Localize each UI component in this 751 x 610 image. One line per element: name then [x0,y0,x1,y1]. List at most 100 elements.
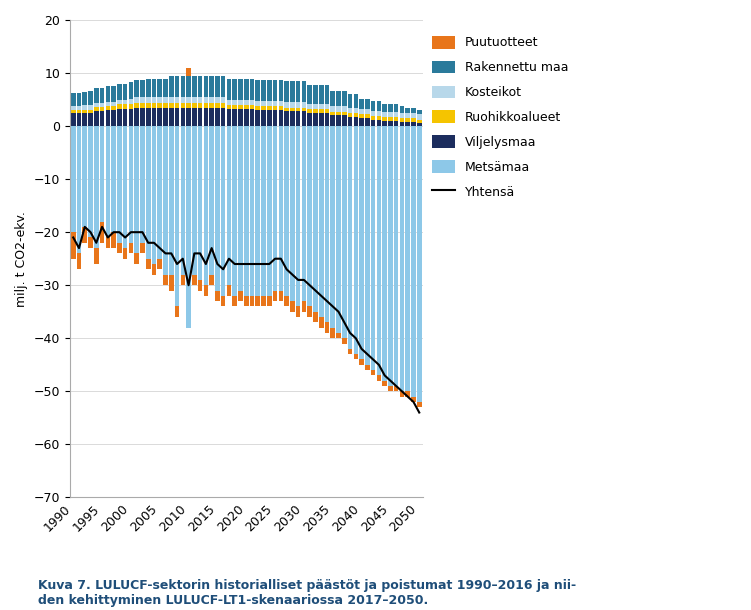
Bar [354,117,358,126]
Bar [261,101,266,107]
Bar [290,102,294,107]
Bar [388,126,393,386]
Bar [88,126,93,237]
Bar [192,126,197,274]
Bar [117,109,122,126]
Bar [175,102,179,107]
Bar [134,126,139,253]
Text: Kuva 7. LULUCF-sektorin historialliset päästöt ja poistumat 1990–2016 ja nii-
de: Kuva 7. LULUCF-sektorin historialliset p… [38,579,576,607]
Bar [417,120,421,123]
Bar [330,328,335,339]
Bar [249,106,255,109]
Bar [296,102,300,107]
Bar [169,126,173,274]
Bar [221,76,225,98]
Bar [198,107,203,126]
Bar [77,126,81,253]
Bar [359,98,364,109]
Bar [406,126,410,392]
Bar [83,110,87,113]
Bar [394,104,399,112]
Bar [244,126,249,296]
Bar [128,104,133,109]
Bar [111,110,116,126]
Bar [88,110,93,113]
Bar [169,76,173,98]
Legend: Puutuotteet, Rakennettu maa, Kosteikot, Ruohikkoalueet, Viljelysmaa, Metsämaa, Y: Puutuotteet, Rakennettu maa, Kosteikot, … [433,36,569,199]
Bar [204,76,208,98]
Bar [232,100,237,106]
Bar [215,102,220,107]
Bar [388,112,393,117]
Bar [210,76,214,98]
Bar [417,126,421,402]
Bar [400,392,404,396]
Bar [261,107,266,110]
Bar [123,100,128,104]
Bar [359,115,364,118]
Bar [394,121,399,126]
Bar [210,107,214,126]
Bar [279,126,283,290]
Bar [94,88,98,102]
Bar [100,126,104,221]
Bar [412,113,416,118]
Bar [376,126,382,375]
Bar [94,111,98,126]
Bar [261,110,266,126]
Bar [267,80,272,101]
Bar [279,110,283,126]
Bar [175,98,179,102]
Bar [342,107,347,112]
Bar [180,107,185,126]
Bar [123,126,128,248]
Bar [158,102,162,107]
Bar [140,98,145,102]
Bar [210,98,214,102]
Bar [400,126,404,392]
Bar [249,296,255,306]
Bar [152,98,156,102]
Bar [128,82,133,99]
Bar [238,290,243,301]
Bar [354,95,358,107]
Bar [406,122,410,126]
Bar [313,126,318,312]
Bar [198,126,203,280]
Bar [336,112,341,115]
Bar [354,107,358,113]
Bar [238,79,243,100]
Bar [244,109,249,126]
Bar [163,107,167,126]
Bar [324,113,329,126]
Bar [123,248,128,259]
Bar [152,102,156,107]
Bar [371,370,376,375]
Bar [417,402,421,407]
Bar [249,109,255,126]
Bar [302,107,306,111]
Bar [88,90,93,106]
Bar [400,113,404,118]
Bar [146,98,150,102]
Bar [290,81,294,102]
Bar [94,126,98,248]
Bar [302,301,306,312]
Bar [227,285,231,296]
Bar [83,92,87,106]
Bar [330,90,335,107]
Bar [100,88,104,102]
Bar [365,365,369,370]
Bar [134,102,139,107]
Bar [382,126,387,381]
Y-axis label: milj. t CO2-ekv.: milj. t CO2-ekv. [15,211,28,307]
Bar [163,274,167,285]
Bar [232,106,237,109]
Bar [412,396,416,402]
Bar [71,113,76,126]
Bar [376,120,382,126]
Bar [371,101,376,110]
Bar [255,107,260,110]
Bar [152,107,156,126]
Bar [128,126,133,243]
